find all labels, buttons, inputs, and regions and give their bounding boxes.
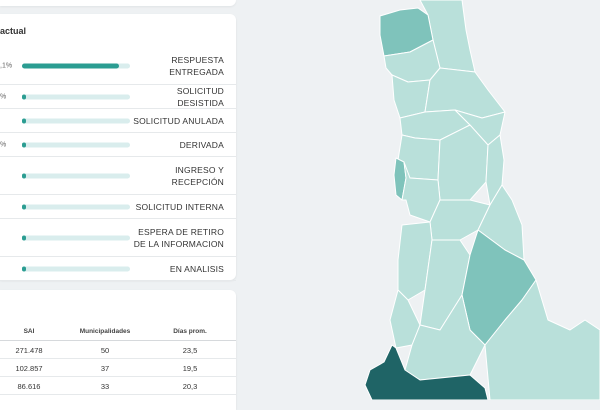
map-region[interactable] bbox=[424, 67, 506, 119]
map-region[interactable] bbox=[401, 161, 441, 223]
table-row[interactable]: 102.857 37 19,5 bbox=[0, 359, 236, 377]
status-row[interactable]: SOLICITUD ANULADA bbox=[0, 109, 236, 133]
status-label: ESPERA DE RETIRO DE LA INFORMACION bbox=[133, 226, 224, 249]
status-label: SOLICITUD DESISTIDA bbox=[176, 85, 224, 108]
status-percentage: % bbox=[0, 93, 7, 100]
status-progress-fill bbox=[22, 94, 26, 99]
status-progress-fill bbox=[22, 63, 119, 68]
status-row[interactable]: EN ANALISIS bbox=[0, 257, 236, 281]
status-progress-fill bbox=[22, 142, 26, 147]
summary-table-card: SAI Municipalidades Días prom. 271.478 5… bbox=[0, 290, 236, 410]
status-progress-track bbox=[22, 266, 130, 271]
status-progress-fill bbox=[22, 204, 26, 209]
cell-dias: 20,3 bbox=[182, 382, 198, 391]
status-row[interactable]: ESPERA DE RETIRO DE LA INFORMACION bbox=[0, 219, 236, 257]
choropleth-map bbox=[364, 0, 600, 401]
map-region[interactable] bbox=[397, 221, 433, 301]
status-progress-track bbox=[22, 204, 130, 209]
cell-sai: 86.616 bbox=[17, 382, 41, 391]
map-region[interactable] bbox=[391, 74, 431, 119]
status-progress-fill bbox=[22, 173, 26, 178]
status-row[interactable]: SOLICITUD INTERNA bbox=[0, 195, 236, 219]
status-label: RESPUESTA ENTREGADA bbox=[169, 54, 224, 77]
status-progress-fill bbox=[22, 266, 26, 271]
table-row[interactable]: 271.478 50 23,5 bbox=[0, 341, 236, 359]
map-region-dark[interactable] bbox=[364, 344, 489, 401]
status-card-title: actual bbox=[0, 26, 27, 36]
col-header-municipalidades[interactable]: Municipalidades bbox=[79, 328, 131, 335]
map-region[interactable] bbox=[484, 279, 600, 401]
cell-sai: 271.478 bbox=[15, 346, 43, 355]
status-progress-track bbox=[22, 142, 130, 147]
status-label: INGRESO Y RECEPCIÓN bbox=[171, 164, 224, 187]
cell-municipalidades: 37 bbox=[100, 364, 110, 373]
region-map bbox=[244, 0, 600, 401]
status-progress-fill bbox=[22, 235, 26, 240]
cell-dias: 19,5 bbox=[182, 364, 198, 373]
status-row[interactable]: % SOLICITUD DESISTIDA bbox=[0, 85, 236, 109]
status-label: DERIVADA bbox=[179, 139, 224, 150]
status-progress-track bbox=[22, 63, 130, 68]
status-row[interactable]: ,1% RESPUESTA ENTREGADA bbox=[0, 47, 236, 85]
status-progress-track bbox=[22, 118, 130, 123]
status-label: EN ANALISIS bbox=[169, 263, 224, 274]
status-label: SOLICITUD ANULADA bbox=[133, 115, 224, 126]
cell-municipalidades: 33 bbox=[100, 382, 110, 391]
cell-dias: 23,5 bbox=[182, 346, 198, 355]
status-card: actual ,1% RESPUESTA ENTREGADA% SOLICITUD … bbox=[0, 14, 236, 281]
col-header-sai[interactable]: SAI bbox=[23, 328, 35, 335]
col-header-dias[interactable]: Días prom. bbox=[173, 328, 207, 335]
status-row[interactable]: INGRESO Y RECEPCIÓN bbox=[0, 157, 236, 195]
status-progress-track bbox=[22, 173, 130, 178]
status-list: ,1% RESPUESTA ENTREGADA% SOLICITUD DESISTI… bbox=[0, 47, 236, 281]
left-panel: actual ,1% RESPUESTA ENTREGADA% SOLICITUD … bbox=[0, 0, 244, 410]
top-card bbox=[0, 0, 236, 6]
table-row[interactable]: 86.616 33 20,3 bbox=[0, 377, 236, 395]
status-label: SOLICITUD INTERNA bbox=[135, 201, 224, 212]
status-row[interactable]: % DERIVADA bbox=[0, 133, 236, 157]
status-percentage: % bbox=[0, 141, 7, 148]
cell-sai: 102.857 bbox=[15, 364, 43, 373]
status-percentage: ,1% bbox=[0, 62, 13, 69]
status-progress-fill bbox=[22, 118, 26, 123]
cell-municipalidades: 50 bbox=[100, 346, 110, 355]
table-header: SAI Municipalidades Días prom. bbox=[0, 328, 236, 341]
status-progress-track bbox=[22, 235, 130, 240]
status-progress-track bbox=[22, 94, 130, 99]
